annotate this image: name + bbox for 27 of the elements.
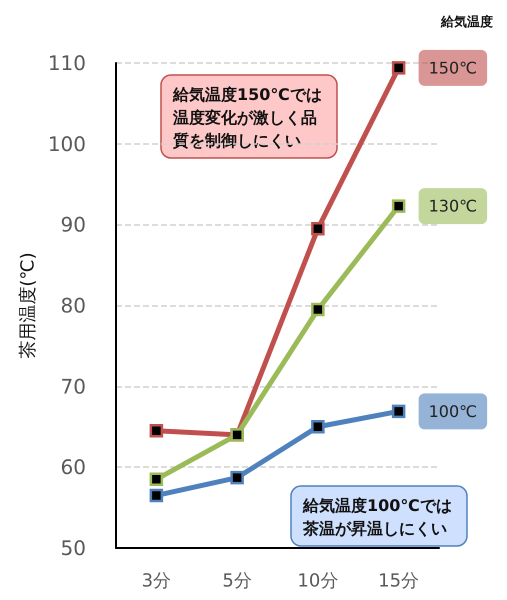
y-tick-label: 100: [48, 132, 86, 156]
x-tick-label: 15分: [378, 570, 420, 592]
point: [150, 488, 164, 502]
point: [311, 302, 325, 316]
y-tick-label: 90: [60, 212, 86, 237]
series-label: 130℃: [428, 196, 478, 216]
x-tick-label: 3分: [142, 570, 172, 592]
point: [311, 420, 325, 434]
y-tick-label: 110: [48, 51, 86, 75]
y-tick-label: 60: [60, 455, 86, 480]
y-tick-label: 70: [60, 374, 86, 398]
point: [150, 424, 164, 438]
annotation: 給気温度100℃では茶温が昇温しにくい: [302, 496, 452, 538]
point: [392, 404, 406, 418]
series-label: 100℃: [428, 402, 478, 421]
y-tick-label: 80: [60, 294, 86, 318]
y-axis-title: 茶用温度(℃): [17, 252, 38, 359]
point: [311, 222, 325, 236]
legend-title: 給気温度: [440, 14, 493, 30]
y-tick-label: 50: [60, 536, 86, 560]
x-tick-label: 10分: [297, 570, 338, 592]
point: [392, 199, 406, 213]
point: [230, 470, 244, 484]
x-tick-label: 5分: [222, 570, 252, 592]
point: [392, 61, 406, 75]
point: [150, 472, 164, 486]
series-label: 150℃: [428, 58, 478, 78]
